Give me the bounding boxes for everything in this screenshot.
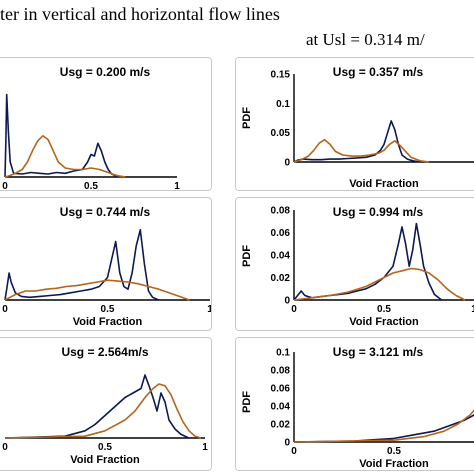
chart-2-y-tick-label: 0 (284, 158, 290, 169)
figure-title: ter in vertical and horizontal flow line… (0, 4, 280, 24)
chart-3-x-tick-label: 0.5 (101, 304, 115, 315)
chart-2-series-2-line (293, 138, 430, 163)
chart-4-y-tick-label: 0.06 (271, 228, 291, 239)
chart-2-series-1-line (293, 120, 421, 163)
chart-4-y-axis-label: PDF (241, 245, 253, 267)
chart-4-x-axis-label: Void Fraction (349, 316, 419, 328)
chart-4-y-tick-label: 0.08 (271, 206, 291, 217)
chart-5-series-1-line (4, 374, 190, 439)
chart-4-title: Usg = 0.994 m/s (333, 205, 424, 219)
chart-2-svg: Usg = 0.357 m/s 0 0.05 0.1 0.15 Void Fraction… (241, 65, 474, 190)
chart-panel-2: Usg = 0.357 m/s 0 0.05 0.1 0.15 Void Fraction… (235, 57, 474, 191)
chart-2-y-tick-label: 0.1 (276, 99, 290, 110)
chart-6-y-tick-label: 0.1 (276, 348, 290, 359)
chart-3-x-axis-label: Void Fraction (73, 316, 143, 328)
chart-5-title: Usg = 2.564m/s (61, 345, 148, 359)
chart-6-y-tick-label: 0 (284, 438, 290, 449)
chart-6-series-1-line (293, 414, 474, 443)
chart-4-y-tick-label: 0.04 (271, 251, 291, 262)
chart-panel-4: Usg = 0.994 m/s 0 0.5 1 0 0.02 0.04 0.06 0.08 Voi… (235, 197, 474, 331)
chart-2-x-axis-label: Void Fraction (349, 178, 419, 190)
chart-1-x-tick-label: 0.5 (84, 181, 98, 191)
chart-5-x-axis-label: Void Fraction (70, 454, 140, 466)
chart-panel-5: Usg = 2.564m/s 0 0.5 1 Void Fraction (0, 337, 212, 471)
chart-6-x-axis-label: Void Fraction (359, 458, 429, 470)
chart-4-x-tick-label: 1 (471, 304, 474, 315)
chart-5-x-tick-label: 0.5 (98, 442, 112, 453)
chart-4-series-2-line (293, 267, 466, 301)
chart-5-x-tick-label: 0 (2, 442, 8, 453)
chart-panel-6: Usg = 3.121 m/s 0 0.5 0 0.02 0.04 0.06 0.08 0.1 V… (235, 337, 474, 471)
chart-6-y-tick-label: 0.02 (271, 420, 291, 431)
chart-3-x-tick-label: 1 (207, 304, 212, 315)
chart-6-x-tick-label: 0 (291, 446, 297, 457)
chart-1-x-tick-label: 0 (2, 181, 8, 191)
chart-6-y-tick-label: 0.06 (271, 384, 291, 395)
chart-6-y-tick-label: 0.04 (271, 402, 291, 413)
chart-3-title: Usg = 0.744 m/s (60, 205, 151, 219)
figure-subtitle: at Usl = 0.314 m/ (306, 30, 425, 49)
chart-4-x-tick-label: 0.5 (377, 304, 391, 315)
chart-2-title: Usg = 0.357 m/s (333, 65, 424, 79)
chart-4-series-1-line (293, 222, 443, 301)
chart-6-title: Usg = 3.121 m/s (333, 345, 424, 359)
chart-panel-3: Usg = 0.744 m/s 0 0.5 1 Void Fraction (0, 197, 212, 331)
chart-2-y-axis-label: PDF (241, 107, 253, 129)
chart-6-x-tick-label: 0.5 (387, 446, 401, 457)
chart-6-svg: Usg = 3.121 m/s 0 0.5 0 0.02 0.04 0.06 0.08 0.1 V… (241, 345, 474, 470)
chart-4-y-tick-label: 0.02 (271, 273, 291, 284)
chart-3-series-1-line (4, 229, 160, 301)
chart-5-x-tick-label: 1 (202, 442, 208, 453)
chart-4-y-tick-label: 0 (284, 296, 290, 307)
chart-1-x-tick-label: 1 (174, 181, 180, 191)
chart-5-series-2-line (4, 383, 202, 439)
chart-6-y-tick-label: 0.08 (271, 366, 291, 377)
chart-6-series-2-line (293, 409, 474, 443)
chart-4-svg: Usg = 0.994 m/s 0 0.5 1 0 0.02 0.04 0.06 0.08 Voi… (241, 205, 474, 328)
chart-1-series-1-line (4, 93, 126, 178)
chart-5-svg: Usg = 2.564m/s 0 0.5 1 Void Fraction (2, 345, 208, 466)
chart-3-x-tick-label: 0 (2, 304, 8, 315)
chart-6-y-axis-label: PDF (241, 391, 253, 413)
chart-3-svg: Usg = 0.744 m/s 0 0.5 1 Void Fraction (2, 205, 212, 328)
chart-2-y-tick-label: 0.05 (271, 128, 291, 139)
chart-1-series-2-line (4, 135, 126, 178)
chart-2-y-tick-label: 0.15 (271, 70, 291, 81)
chart-1-title: Usg = 0.200 m/s (60, 65, 151, 79)
chart-4-x-tick-label: 0 (291, 304, 297, 315)
chart-3-series-2-line (4, 279, 190, 301)
